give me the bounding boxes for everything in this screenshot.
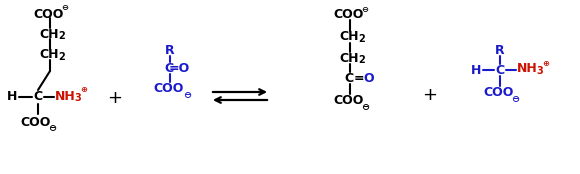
Text: CH: CH (39, 27, 59, 41)
Text: ⊖: ⊖ (361, 102, 369, 112)
Text: ⊕: ⊕ (81, 85, 88, 94)
Text: H: H (7, 90, 17, 104)
Text: =O: =O (168, 61, 190, 74)
Text: CH: CH (39, 49, 59, 61)
Text: =: = (354, 72, 364, 85)
Text: COO: COO (21, 116, 51, 129)
Text: H: H (471, 64, 481, 77)
Text: NH: NH (517, 62, 538, 76)
Text: ⊖: ⊖ (361, 5, 368, 14)
Text: COO: COO (334, 93, 364, 106)
Text: NH: NH (55, 89, 75, 102)
Text: CH: CH (339, 30, 359, 44)
Text: 3: 3 (536, 66, 543, 76)
Text: R: R (495, 44, 505, 57)
Text: +: + (422, 86, 437, 104)
Text: COO: COO (484, 85, 514, 98)
Text: C: C (165, 61, 173, 74)
Text: COO: COO (334, 9, 364, 22)
Text: C: C (345, 72, 354, 85)
Text: O: O (364, 72, 374, 85)
Text: C: C (495, 64, 505, 77)
Text: ⊖: ⊖ (183, 90, 191, 100)
Text: 2: 2 (358, 34, 365, 44)
Text: CH: CH (339, 52, 359, 65)
Text: 2: 2 (59, 31, 66, 41)
Text: ⊕: ⊕ (542, 58, 549, 68)
Text: COO: COO (34, 7, 64, 21)
Text: 2: 2 (358, 55, 365, 65)
Text: C: C (34, 90, 42, 104)
Text: 3: 3 (75, 93, 81, 103)
Text: COO: COO (154, 81, 184, 94)
Text: 2: 2 (59, 52, 66, 62)
Text: ⊖: ⊖ (511, 94, 519, 104)
Text: +: + (107, 89, 122, 107)
Text: R: R (165, 44, 175, 57)
Text: ⊖: ⊖ (48, 123, 56, 133)
Text: ⊖: ⊖ (61, 3, 68, 13)
